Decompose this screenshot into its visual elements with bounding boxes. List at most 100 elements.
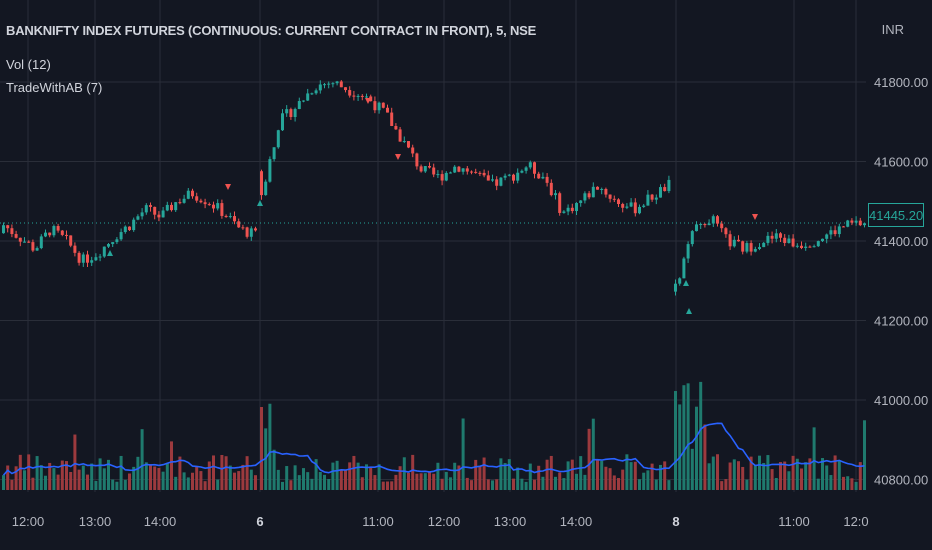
candle-body — [331, 83, 335, 85]
volume-bar — [119, 455, 123, 490]
candle-body — [199, 200, 203, 203]
candle-body — [608, 194, 612, 199]
candle-body — [537, 173, 541, 179]
candle-body — [348, 90, 352, 96]
volume-bar — [182, 472, 186, 490]
volume-bar — [381, 481, 385, 490]
candle-body — [686, 244, 690, 259]
candle-body — [428, 166, 431, 168]
candle-body — [423, 166, 427, 172]
candle-body — [344, 87, 347, 91]
currency-label[interactable]: INR — [881, 22, 904, 37]
candle-body — [373, 101, 377, 111]
candle-body — [411, 147, 415, 154]
volume-bar — [520, 478, 524, 490]
candle-body — [850, 220, 854, 223]
volume-bar — [157, 467, 161, 490]
volume-bar — [659, 464, 662, 490]
time-tick-label: 13:00 — [494, 514, 527, 529]
buy-signal-marker — [257, 200, 263, 206]
volume-bar — [745, 479, 749, 490]
volume-bar — [107, 459, 110, 490]
volume-bar — [386, 481, 389, 490]
candle-body — [6, 225, 10, 229]
candle-body — [310, 93, 314, 95]
volume-bar — [591, 418, 595, 490]
volume-bar — [419, 473, 423, 490]
volume-bar — [457, 465, 461, 490]
volume-bar — [541, 476, 545, 490]
candle-body — [533, 162, 536, 174]
volume-bar — [140, 429, 144, 490]
volume-bar — [533, 479, 536, 490]
volume-bar — [254, 475, 257, 490]
candle-body — [541, 176, 545, 179]
volume-bar — [268, 403, 272, 490]
candle-body — [795, 245, 799, 247]
candle-body — [465, 168, 469, 172]
volume-bar — [465, 477, 469, 490]
volume-bar — [318, 471, 322, 490]
candle-body — [264, 181, 268, 196]
candle-body — [10, 228, 14, 235]
volume-bar — [77, 469, 81, 490]
volume-bar — [686, 383, 690, 490]
volume-bar — [461, 418, 465, 490]
candle-body — [52, 226, 56, 236]
time-tick-label: 12:00 — [428, 514, 461, 529]
volume-bar — [579, 456, 583, 490]
candle-body — [65, 234, 68, 236]
candle-body — [732, 239, 736, 247]
candle-body — [293, 109, 297, 117]
time-tick-label: 6 — [256, 514, 263, 529]
volume-bar — [203, 481, 207, 490]
volume-bar — [654, 479, 658, 490]
candle-body — [654, 197, 658, 200]
candle-body — [737, 239, 740, 242]
candle-body — [128, 226, 131, 231]
time-tick-label: 8 — [672, 514, 679, 529]
volume-bar — [245, 456, 249, 490]
candle-body — [195, 196, 199, 201]
volume-bar — [331, 462, 335, 490]
price-tick-label: 40800.00 — [874, 473, 928, 488]
volume-bar — [821, 458, 824, 490]
candle-body — [44, 232, 47, 237]
candle-body — [596, 186, 599, 190]
candle-body — [27, 241, 31, 243]
indicator-volume-label[interactable]: Vol (12) — [6, 57, 51, 72]
volume-bar — [583, 474, 587, 490]
volume-bar — [289, 480, 293, 490]
candle-body — [165, 204, 169, 211]
candle-body — [254, 228, 257, 231]
candle-body — [821, 238, 824, 242]
candle-body — [453, 166, 457, 173]
candle-body — [56, 226, 60, 231]
candle-body — [816, 241, 820, 247]
candle-body — [579, 200, 583, 204]
volume-bar — [612, 475, 616, 490]
volume-bar — [186, 477, 190, 490]
candle-body — [663, 187, 667, 192]
volume-bar — [394, 474, 398, 490]
candle-body — [570, 207, 574, 212]
volume-bar — [81, 465, 85, 490]
volume-bar — [191, 472, 194, 490]
last-price-badge: 41445.20 — [868, 203, 924, 227]
volume-bar — [35, 456, 39, 490]
candle-body — [766, 235, 770, 243]
indicator-tradewithab-label[interactable]: TradeWithAB (7) — [6, 80, 103, 95]
candle-body — [77, 252, 81, 263]
volume-bar — [695, 406, 698, 490]
candle-body — [787, 238, 791, 243]
candle-body — [73, 245, 77, 253]
volume-bar — [144, 462, 148, 490]
candle-body — [758, 247, 761, 249]
volume-bar — [863, 420, 866, 490]
volume-bar — [833, 455, 837, 490]
candle-body — [808, 246, 812, 248]
volume-bar — [423, 473, 427, 490]
volume-bar — [18, 454, 22, 490]
